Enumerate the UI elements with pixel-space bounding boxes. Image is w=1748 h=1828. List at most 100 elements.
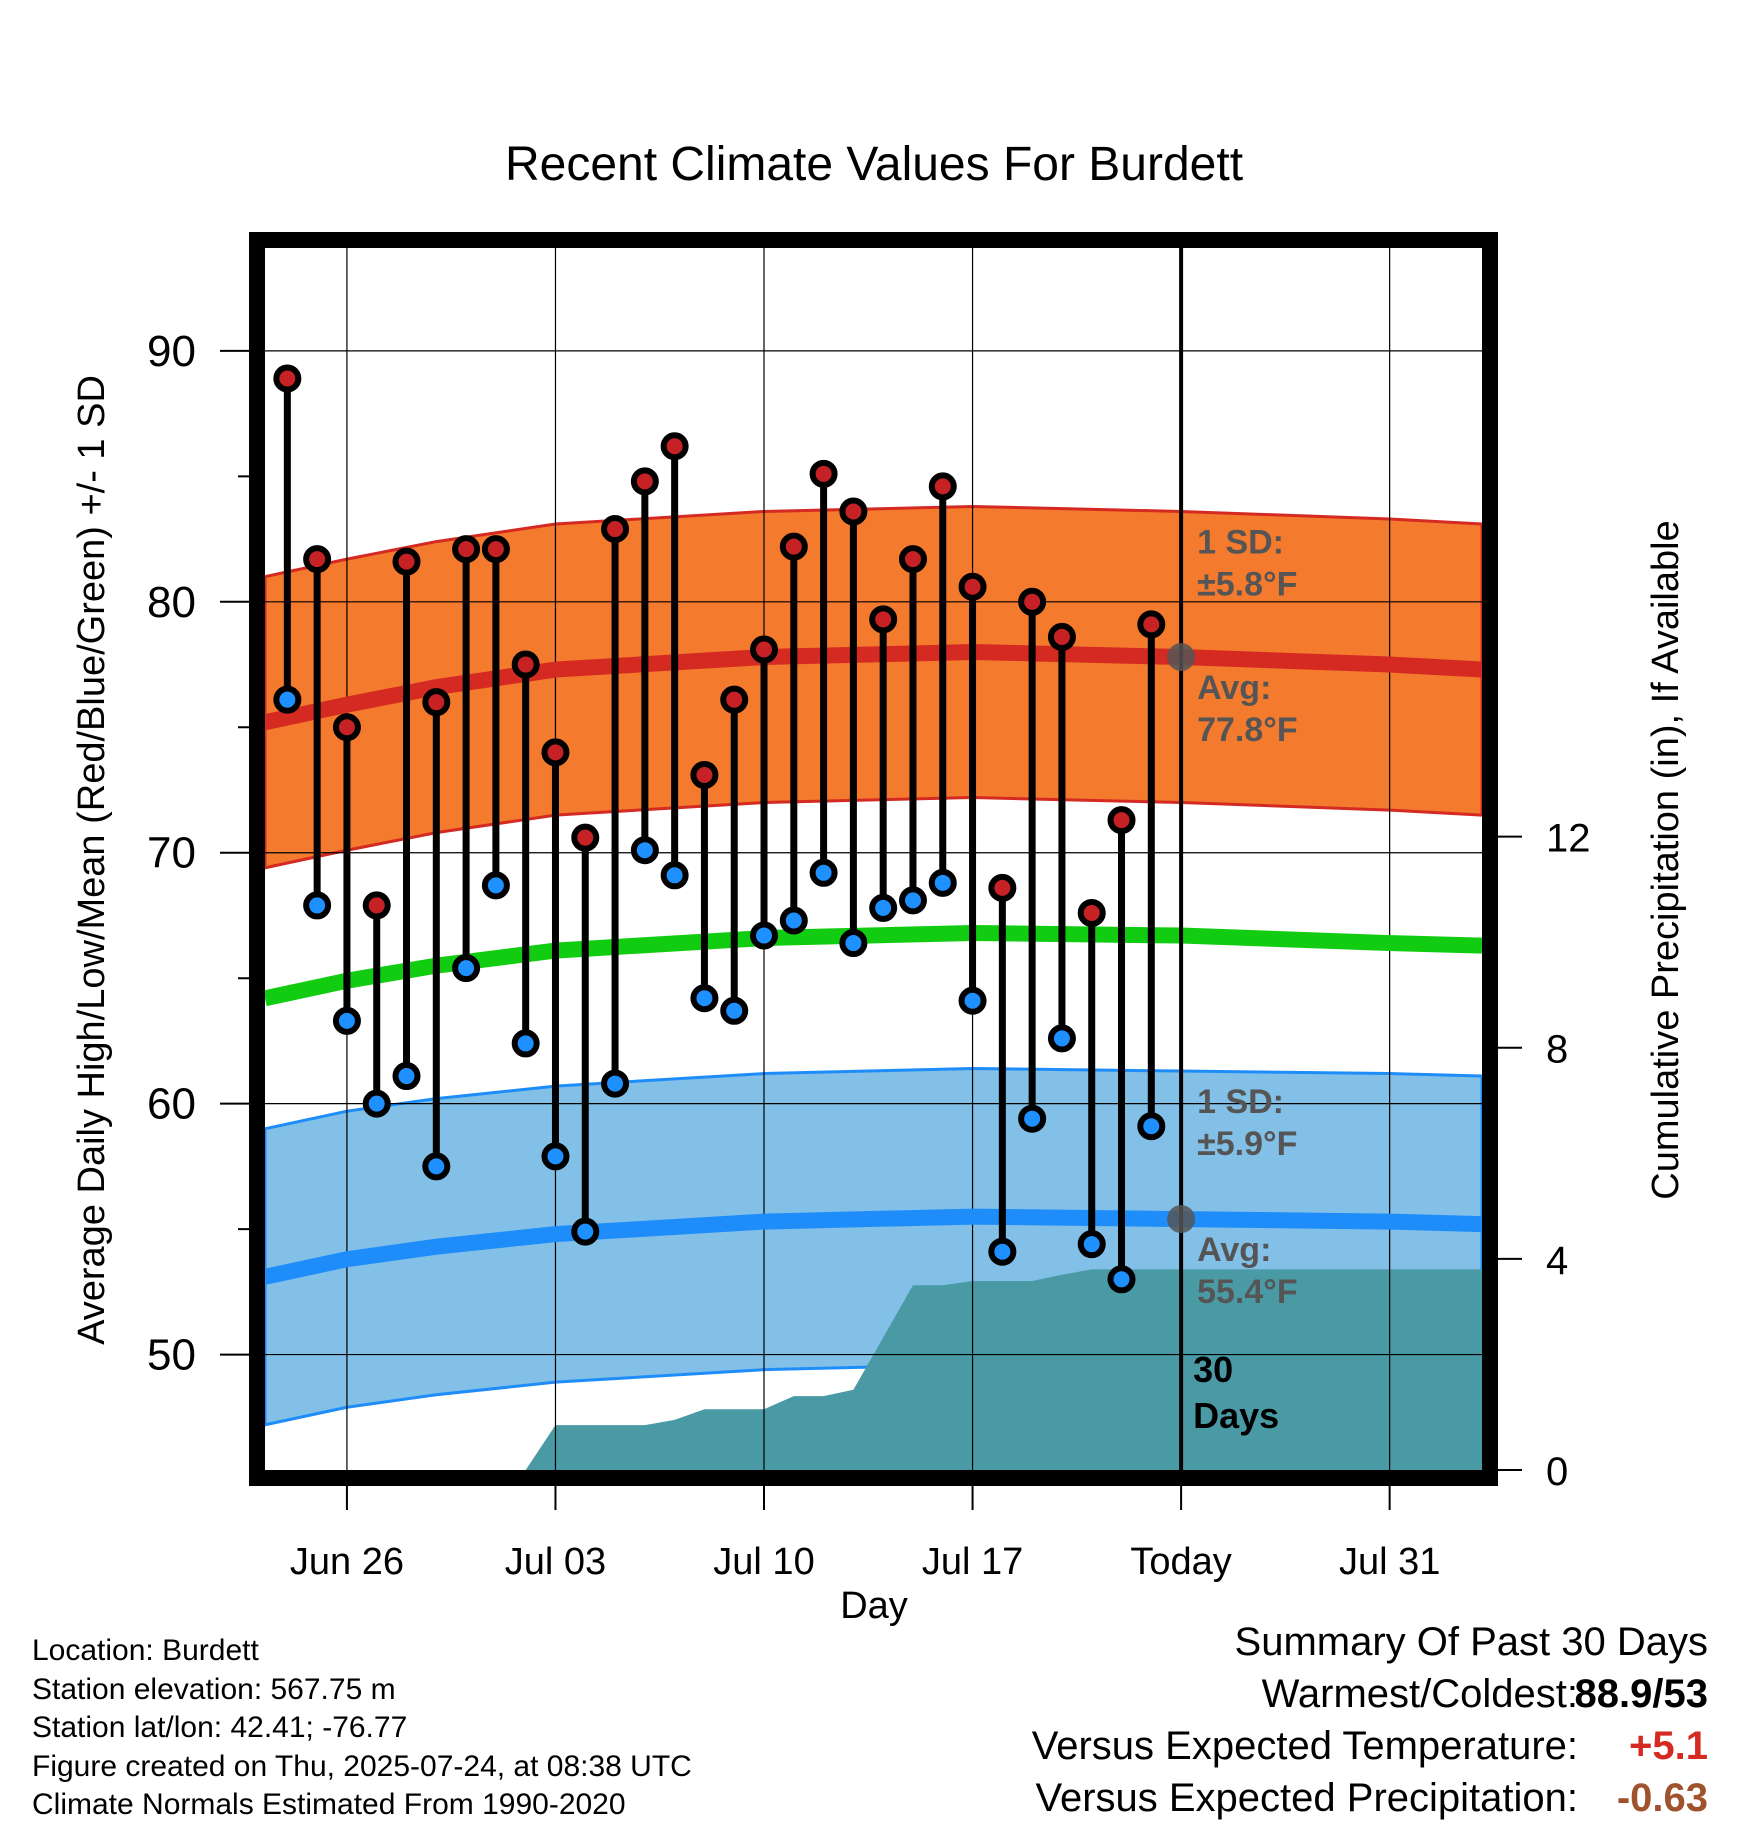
y2-tick-label: 8 [1546, 1028, 1568, 1072]
temp-anomaly-value: +5.1 [1629, 1724, 1708, 1768]
x-axis-label: Day [840, 1585, 908, 1627]
daily-high-point [362, 891, 391, 920]
daily-low-point [1137, 1112, 1166, 1141]
created-text: Figure created on Thu, 2025-07-24, at 08… [32, 1749, 692, 1783]
daily-low-point [601, 1069, 630, 1098]
x-tick-label: Jul 17 [922, 1541, 1023, 1583]
daily-low-point [422, 1152, 451, 1181]
daily-high-point [422, 688, 451, 717]
daily-high-point [1107, 806, 1136, 835]
daily-low-point [869, 893, 898, 922]
daily-low-point [571, 1217, 600, 1246]
daily-low-point [630, 836, 659, 865]
normal-low-line [265, 1208, 1482, 1285]
annotations: 1 SD: ±5.8°F Avg: 77.8°F 1 SD: ±5.9°F Avg: 55.4… [1193, 523, 1298, 1436]
daily-low-point [690, 984, 719, 1013]
x-tick-label: Jul 10 [713, 1541, 814, 1583]
daily-high-point [660, 432, 689, 461]
climate-chart: 1 SD: ±5.8°F Avg: 77.8°F 1 SD: ±5.9°F Avg: 55.4… [71, 138, 1687, 1627]
precip-anomaly-label: Versus Expected Precipitation: [1035, 1776, 1578, 1820]
y2-tick-label: 12 [1546, 817, 1591, 861]
daily-high-point [511, 650, 540, 679]
precip-anomaly-value: -0.63 [1616, 1776, 1708, 1820]
y2-axis-label: Cumulative Precipitation (in), If Availa… [1645, 520, 1687, 1199]
daily-low-point [1018, 1104, 1047, 1133]
daily-high-point [869, 605, 898, 634]
daily-high-point [928, 472, 957, 501]
daily-low-point [273, 685, 302, 714]
daily-high-point [690, 760, 719, 789]
location-text: Location: Burdett [32, 1634, 259, 1667]
summary-title: Summary Of Past 30 Days [1234, 1620, 1708, 1664]
daily-high-point [839, 497, 868, 526]
x-tick-label: Today [1130, 1541, 1231, 1583]
daily-high-point [779, 532, 808, 561]
y-tick-label: 70 [147, 829, 196, 878]
cumulative-precip-area [265, 1269, 1482, 1470]
daily-high-point [630, 467, 659, 496]
warm-cold-value: 88.9/53 [1574, 1672, 1708, 1716]
y2-tick-label: 4 [1546, 1239, 1568, 1283]
daily-low-point [660, 861, 689, 890]
daily-range-bars [273, 364, 1166, 1294]
daily-low-point [1107, 1265, 1136, 1294]
daily-high-point [750, 635, 779, 664]
high-sd-label: 1 SD: [1197, 523, 1284, 561]
precip-area [265, 1269, 1482, 1470]
y-tick-label: 80 [147, 578, 196, 627]
window-label-days: Days [1193, 1395, 1279, 1436]
daily-high-point [988, 873, 1017, 902]
daily-high-point [452, 535, 481, 564]
x-tick-label: Jul 03 [505, 1541, 606, 1583]
today-normal-high-marker [1167, 643, 1196, 672]
y-tick-label: 50 [147, 1331, 196, 1380]
latlon-text: Station lat/lon: 42.41; -76.77 [32, 1711, 408, 1744]
daily-high-point [809, 459, 838, 488]
daily-low-point [362, 1089, 391, 1118]
plot-border [249, 232, 1498, 1486]
daily-high-point [273, 364, 302, 393]
daily-high-point [481, 535, 510, 564]
chart-title: Recent Climate Values For Burdett [505, 138, 1243, 191]
plot-frame [249, 232, 1498, 1486]
window-label-number: 30 [1193, 1349, 1233, 1390]
high-avg-label: Avg: [1197, 669, 1271, 707]
daily-high-point [541, 738, 570, 767]
daily-high-point [1077, 898, 1106, 927]
daily-high-point [898, 545, 927, 574]
y-axis-label: Average Daily High/Low/Mean (Red/Blue/Gr… [71, 375, 113, 1345]
daily-low-point [839, 929, 868, 958]
x-tick-label: Jun 26 [290, 1541, 404, 1583]
daily-low-point [720, 996, 749, 1025]
y-tick-label: 60 [147, 1080, 196, 1129]
today-normal-low-marker [1167, 1205, 1196, 1234]
daily-low-point [303, 891, 332, 920]
daily-high-point [303, 545, 332, 574]
warm-cold-label: Warmest/Coldest: [1261, 1672, 1578, 1716]
daily-low-point [511, 1029, 540, 1058]
daily-high-point [392, 547, 421, 576]
daily-low-point [809, 858, 838, 887]
y2-tick-label: 0 [1546, 1450, 1568, 1494]
normals-text: Climate Normals Estimated From 1990-2020 [32, 1788, 626, 1821]
low-sd-value: ±5.9°F [1197, 1125, 1297, 1163]
axes: 50 60 70 80 90 0 4 8 12 Jun 26 Jul 03 Jul 10 Jul 17 T… [147, 327, 1590, 1583]
station-info: Location: Burdett Station elevation: 567… [32, 1632, 692, 1825]
low-avg-value: 55.4°F [1197, 1273, 1298, 1311]
daily-low-point [1047, 1024, 1076, 1053]
daily-low-point [750, 921, 779, 950]
daily-high-point [958, 572, 987, 601]
daily-low-point [452, 954, 481, 983]
daily-high-point [1018, 587, 1047, 616]
daily-low-point [1077, 1230, 1106, 1259]
high-sd-value: ±5.8°F [1197, 565, 1297, 603]
daily-low-point [958, 986, 987, 1015]
elevation-text: Station elevation: 567.75 m [32, 1672, 396, 1706]
daily-high-point [332, 713, 361, 742]
daily-low-point [481, 871, 510, 900]
low-avg-label: Avg: [1197, 1231, 1271, 1269]
temp-anomaly-label: Versus Expected Temperature: [1031, 1724, 1578, 1768]
low-sd-label: 1 SD: [1197, 1083, 1284, 1121]
summary-panel: Summary Of Past 30 Days Warmest/Coldest:… [948, 1620, 1708, 1828]
daily-low-point [779, 906, 808, 935]
